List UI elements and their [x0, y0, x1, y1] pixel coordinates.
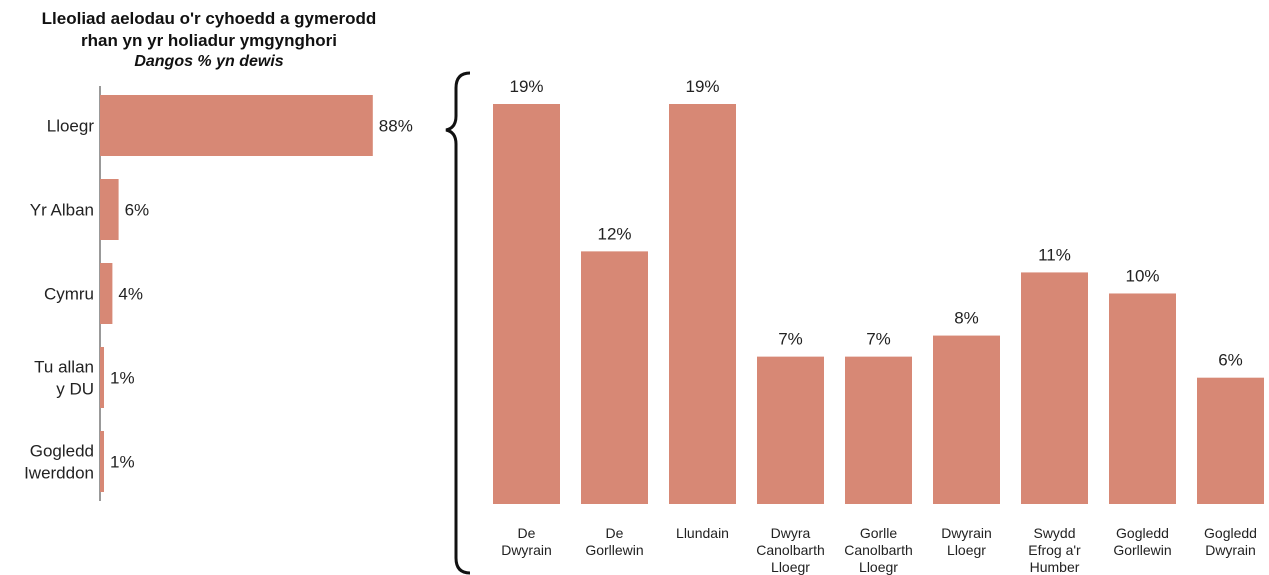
- h-value-label: 1%: [110, 453, 135, 472]
- h-category-label: Cymru: [44, 285, 94, 304]
- v-bar: [757, 356, 824, 504]
- v-category-label: Dwyrain: [941, 525, 992, 541]
- v-category-label: Gogledd: [1204, 525, 1257, 541]
- h-category-label: Lloegr: [47, 117, 95, 136]
- v-category-label: Lloegr: [859, 559, 898, 575]
- chart-subtitle: Dangos % yn dewis: [134, 53, 284, 70]
- v-category-label: De: [606, 525, 624, 541]
- h-value-label: 6%: [125, 201, 150, 220]
- v-category-label: Gorlle: [860, 525, 898, 541]
- h-bar: [100, 431, 104, 492]
- h-bar: [100, 95, 373, 156]
- v-value-label: 7%: [778, 330, 803, 349]
- region-breakdown-brace: [445, 71, 471, 575]
- v-bar: [581, 251, 648, 504]
- v-category-label: Humber: [1030, 559, 1080, 575]
- v-value-label: 19%: [685, 77, 719, 96]
- v-category-label: Gogledd: [1116, 525, 1169, 541]
- h-bar: [100, 179, 119, 240]
- h-category-label: Tu allan: [34, 358, 94, 377]
- chart-title-block: Lleoliad aelodau o'r cyhoedd a gymerodd …: [0, 8, 418, 72]
- v-value-label: 7%: [866, 330, 891, 349]
- v-bar: [1021, 272, 1088, 504]
- chart-title-line-2: rhan yn yr holiadur ymgynghori: [81, 31, 337, 50]
- v-bar: [493, 104, 560, 504]
- v-bar: [669, 104, 736, 504]
- v-bar: [1197, 377, 1264, 504]
- v-value-label: 12%: [597, 224, 631, 243]
- v-category-label: Swydd: [1033, 525, 1075, 541]
- v-category-label: Gorllewin: [585, 542, 643, 558]
- v-category-label: Lloegr: [947, 542, 986, 558]
- h-category-label: Iwerddon: [24, 464, 94, 483]
- v-category-label: Dwyra: [771, 525, 811, 541]
- v-category-label: Dwyrain: [501, 542, 552, 558]
- v-category-label: Efrog a'r: [1028, 542, 1081, 558]
- v-category-label: De: [518, 525, 536, 541]
- v-category-label: Llundain: [676, 525, 729, 541]
- h-value-label: 1%: [110, 369, 135, 388]
- h-category-label: Yr Alban: [30, 201, 94, 220]
- v-bar: [845, 356, 912, 504]
- v-value-label: 6%: [1218, 351, 1243, 370]
- v-value-label: 8%: [954, 309, 979, 328]
- v-category-label: Dwyrain: [1205, 542, 1256, 558]
- england-regions-bar-chart: 19%DeDwyrain12%DeGorllewin19%Llundain7%D…: [493, 77, 1264, 575]
- h-category-label: y DU: [56, 380, 94, 399]
- h-value-label: 88%: [379, 117, 413, 136]
- v-bar: [933, 335, 1000, 504]
- v-category-label: Canolbarth: [756, 542, 825, 558]
- v-bar: [1109, 293, 1176, 504]
- v-category-label: Gorllewin: [1113, 542, 1171, 558]
- v-value-label: 10%: [1125, 266, 1159, 285]
- h-value-label: 4%: [118, 285, 143, 304]
- h-category-label: Gogledd: [30, 442, 94, 461]
- v-category-label: Lloegr: [771, 559, 810, 575]
- h-bar: [100, 347, 104, 408]
- v-value-label: 11%: [1038, 245, 1071, 264]
- chart-title-line-1: Lleoliad aelodau o'r cyhoedd a gymerodd: [41, 9, 377, 28]
- v-category-label: Canolbarth: [844, 542, 913, 558]
- v-value-label: 19%: [509, 77, 543, 96]
- uk-nations-bar-chart: 88% Lloegr 6% Yr Alban 4% Cymru 1% Tu allan y DU…: [24, 86, 413, 501]
- h-bar: [100, 263, 113, 324]
